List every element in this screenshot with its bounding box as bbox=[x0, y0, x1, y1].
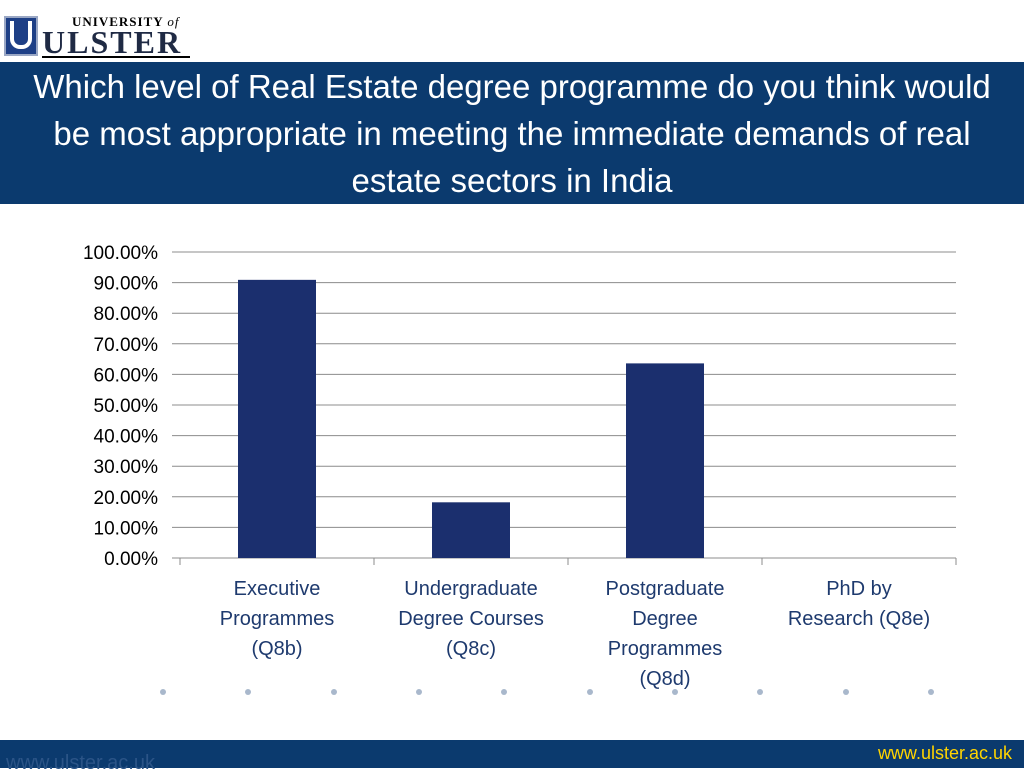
y-tick-label: 100.00% bbox=[83, 243, 158, 264]
y-tick-label: 50.00% bbox=[94, 396, 159, 417]
x-tick-label-line: (Q8b) bbox=[251, 638, 302, 660]
x-tick-label: Executive Programmes (Q8b) bbox=[220, 578, 334, 660]
decorative-dot bbox=[245, 689, 251, 695]
decorative-dot bbox=[757, 689, 763, 695]
footer-url-link[interactable]: www.ulster.ac.uk bbox=[877, 743, 1012, 763]
university-logo: UNIVERSITY of ULSTER bbox=[0, 14, 192, 58]
decorative-dot bbox=[843, 689, 849, 695]
footer-bar: www.ulster.ac.uk www.ulster.ac.uk bbox=[0, 740, 1024, 774]
chart-svg: 0.00% 10.00% 20.00% 30.00% 40.00% 50.00% 60.00… bbox=[83, 243, 957, 690]
logo-of-text: of bbox=[167, 14, 180, 29]
x-tick-label-line: (Q8d) bbox=[639, 668, 690, 690]
bar bbox=[626, 363, 704, 558]
footer-ghost-url: www.ulster.ac.uk bbox=[6, 752, 155, 774]
y-tick-label: 0.00% bbox=[104, 549, 158, 570]
x-tick-label-line: Programmes bbox=[220, 608, 334, 630]
x-tick-label: Undergraduate Degree Courses (Q8c) bbox=[398, 578, 544, 660]
decorative-dot bbox=[672, 689, 678, 695]
decorative-dot bbox=[331, 689, 337, 695]
crest-icon bbox=[4, 16, 38, 56]
y-tick-label: 90.00% bbox=[94, 274, 159, 295]
y-tick-label: 30.00% bbox=[94, 457, 159, 478]
x-tick-label-line: Research (Q8e) bbox=[788, 608, 930, 630]
y-tick-label: 10.00% bbox=[94, 518, 159, 539]
slide-title: Which level of Real Estate degree progra… bbox=[33, 67, 991, 199]
y-tick-label: 80.00% bbox=[94, 304, 159, 325]
decorative-dot bbox=[587, 689, 593, 695]
x-tick-label-line: Degree Courses bbox=[398, 608, 544, 630]
x-tick-label: Postgraduate Degree Programmes (Q8d) bbox=[606, 578, 725, 690]
bar bbox=[432, 502, 510, 558]
y-tick-label: 40.00% bbox=[94, 427, 159, 448]
x-tick-label-line: Executive bbox=[234, 578, 321, 600]
y-tick-label: 60.00% bbox=[94, 365, 159, 386]
x-tick-label-line: PhD by bbox=[826, 578, 892, 600]
logo-rule bbox=[42, 56, 190, 58]
x-tick-label-line: Postgraduate bbox=[606, 578, 725, 600]
decorative-dot bbox=[416, 689, 422, 695]
logo-ulster-text: ULSTER bbox=[42, 24, 183, 60]
y-tick-label: 70.00% bbox=[94, 335, 159, 356]
x-tick-label-line: Degree bbox=[632, 608, 698, 630]
decorative-dot bbox=[501, 689, 507, 695]
x-tick-label-line: (Q8c) bbox=[446, 638, 496, 660]
decorative-dots bbox=[0, 686, 1024, 700]
bar bbox=[238, 279, 316, 558]
x-tick-label-line: Undergraduate bbox=[404, 578, 537, 600]
logo-university-text: UNIVERSITY of bbox=[72, 14, 180, 29]
decorative-dot bbox=[928, 689, 934, 695]
x-tick-label-line: Programmes bbox=[608, 638, 722, 660]
x-tick-label: PhD by Research (Q8e) bbox=[788, 578, 930, 630]
title-banner: Which level of Real Estate degree progra… bbox=[0, 62, 1024, 204]
y-tick-label: 20.00% bbox=[94, 488, 159, 509]
decorative-dot bbox=[160, 689, 166, 695]
bar-chart: 0.00% 10.00% 20.00% 30.00% 40.00% 50.00% 60.00… bbox=[0, 230, 1024, 700]
